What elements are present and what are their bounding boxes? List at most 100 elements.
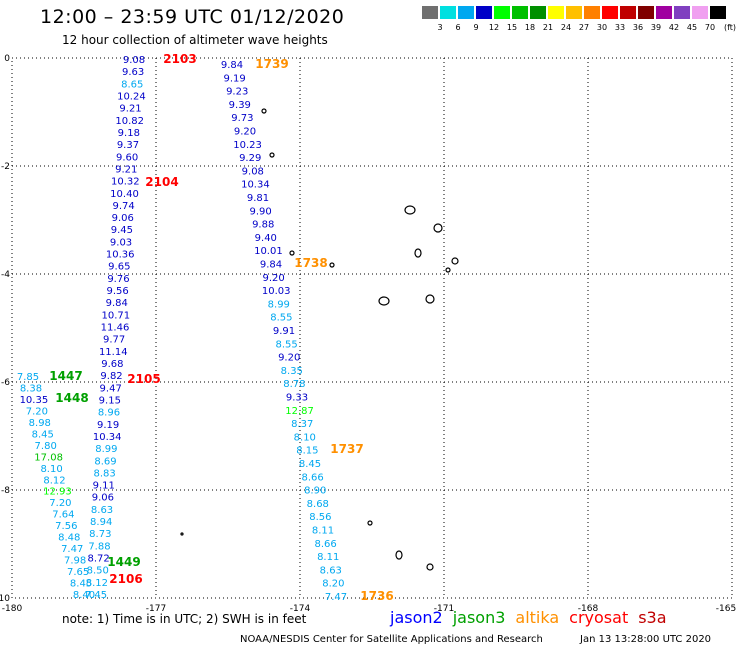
- swh-label-altika: 10.01: [254, 246, 283, 257]
- y-tick-label: 0: [4, 54, 10, 64]
- swh-label-jason3: 8.45: [70, 579, 92, 590]
- swh-label-altika: 7.47: [325, 592, 347, 603]
- swh-label-jason3: 7.47: [61, 544, 83, 555]
- swh-label-jason3: 7.80: [35, 441, 57, 452]
- swh-label-jason2: 9.47: [100, 383, 122, 394]
- swh-label-altika: 9.20: [234, 127, 256, 138]
- swh-label-altika: 8.68: [307, 499, 329, 510]
- legend-tick: 30: [596, 23, 608, 32]
- swh-label-altika: 9.73: [231, 113, 253, 124]
- swh-label-jason2: 9.03: [110, 237, 132, 248]
- satellite-altika: altika: [515, 608, 560, 627]
- swh-label-jason2: 7.45: [85, 590, 107, 601]
- swh-label-jason2: 8.63: [91, 505, 113, 516]
- swh-label-jason3: 8.40: [73, 590, 95, 601]
- swh-label-jason2: 8.94: [90, 517, 112, 528]
- swh-label-jason2: 9.82: [100, 371, 122, 382]
- swh-label-altika: 9.20: [262, 273, 284, 284]
- legend-swatch: [530, 6, 546, 19]
- legend-tick: 33: [614, 23, 626, 32]
- swh-label-altika: 9.23: [226, 87, 248, 98]
- pass-time-label: 1738: [294, 256, 327, 270]
- swh-label-jason2: 9.76: [107, 274, 129, 285]
- legend-tick: 21: [542, 23, 554, 32]
- swh-label-jason2: 8.69: [94, 456, 116, 467]
- legend-swatch: [584, 6, 600, 19]
- swh-label-altika: 8.45: [299, 459, 321, 470]
- swh-label-altika: 8.56: [309, 512, 331, 523]
- swh-label-jason2: 10.82: [115, 116, 144, 127]
- swh-label-jason3: 8.38: [20, 383, 42, 394]
- swh-label-jason2: 10.34: [93, 432, 122, 443]
- pass-time-label: 1736: [360, 589, 393, 603]
- island-outline: [414, 248, 422, 258]
- island-outline: [378, 296, 390, 306]
- legend-tick: 36: [632, 23, 644, 32]
- swh-label-jason2: 9.63: [122, 67, 144, 78]
- legend-tick: 3: [437, 23, 443, 32]
- swh-label-altika: 8.66: [314, 539, 336, 550]
- legend-tick: 12: [488, 23, 500, 32]
- island-outline: [261, 108, 267, 114]
- y-tick-label: -6: [1, 378, 10, 388]
- island-outline: [269, 152, 275, 158]
- legend-swatch: [548, 6, 564, 19]
- legend-swatch: [440, 6, 456, 19]
- swh-label-altika: 8.55: [275, 339, 297, 350]
- swh-label-jason3: 7.56: [55, 521, 77, 532]
- y-tick-label: -8: [1, 486, 10, 496]
- swh-label-altika: 9.29: [239, 153, 261, 164]
- island-outline: [289, 250, 295, 256]
- y-tick-label: -4: [1, 270, 10, 280]
- swh-label-jason2: 8.96: [98, 408, 120, 419]
- legend-tick: 15: [506, 23, 518, 32]
- swh-label-jason3: 7.20: [49, 498, 71, 509]
- swh-label-jason2: 9.77: [103, 335, 125, 346]
- legend-tick: 24: [560, 23, 572, 32]
- swh-label-altika: 8.11: [317, 552, 339, 563]
- legend-tick: 42: [668, 23, 680, 32]
- swh-label-altika: 8.10: [294, 432, 316, 443]
- satellite-legend: jason2 jason3 altika cryosat s3a: [390, 608, 677, 627]
- legend-swatch: [494, 6, 510, 19]
- legend-swatch: [566, 6, 582, 19]
- swh-label-altika: 8.99: [268, 299, 290, 310]
- swh-label-altika: 8.35: [281, 366, 303, 377]
- legend-swatch: [692, 6, 708, 19]
- swh-label-altika: 12.87: [285, 406, 314, 417]
- swh-label-jason2: 9.21: [115, 164, 137, 175]
- map-subtitle: 12 hour collection of altimeter wave hei…: [62, 33, 328, 47]
- satellite-jason2: jason2: [390, 608, 443, 627]
- legend-unit: (ft): [723, 23, 737, 32]
- legend-swatch: [620, 6, 636, 19]
- pass-time-label: 1448: [55, 391, 88, 405]
- swh-label-jason3: 8.10: [40, 464, 62, 475]
- island-outline: [426, 563, 434, 571]
- pass-time-label: 1739: [255, 57, 288, 71]
- legend-tick: 39: [650, 23, 662, 32]
- pass-time-label: 2104: [145, 175, 178, 189]
- generated-timestamp: Jan 13 13:28:00 UTC 2020: [580, 634, 712, 645]
- legend-swatch: [476, 6, 492, 19]
- island-outline: [451, 257, 459, 265]
- swh-label-jason3: 7.64: [52, 510, 74, 521]
- pass-time-label: 2105: [127, 372, 160, 386]
- swh-label-jason2: 10.40: [110, 189, 139, 200]
- swh-label-jason2: 8.72: [87, 554, 109, 565]
- map-title: 12:00 – 23:59 UTC 01/12/2020: [40, 6, 345, 28]
- swh-label-jason2: 9.19: [97, 420, 119, 431]
- satellite-cryosat: cryosat: [569, 608, 629, 627]
- swh-label-jason3: 7.65: [67, 567, 89, 578]
- swh-label-jason2: 9.65: [108, 262, 130, 273]
- legend-tick: 45: [686, 23, 698, 32]
- legend-swatch: [674, 6, 690, 19]
- swh-label-jason2: 8.83: [94, 468, 116, 479]
- swh-label-jason2: 9.21: [119, 104, 141, 115]
- x-tick-label: -177: [146, 604, 166, 614]
- x-tick-label: -171: [434, 604, 454, 614]
- swh-label-altika: 9.19: [223, 73, 245, 84]
- swh-label-altika: 10.03: [262, 286, 291, 297]
- swh-label-altika: 8.63: [320, 565, 342, 576]
- swh-label-jason2: 9.08: [123, 55, 145, 66]
- island-outline: [445, 267, 451, 273]
